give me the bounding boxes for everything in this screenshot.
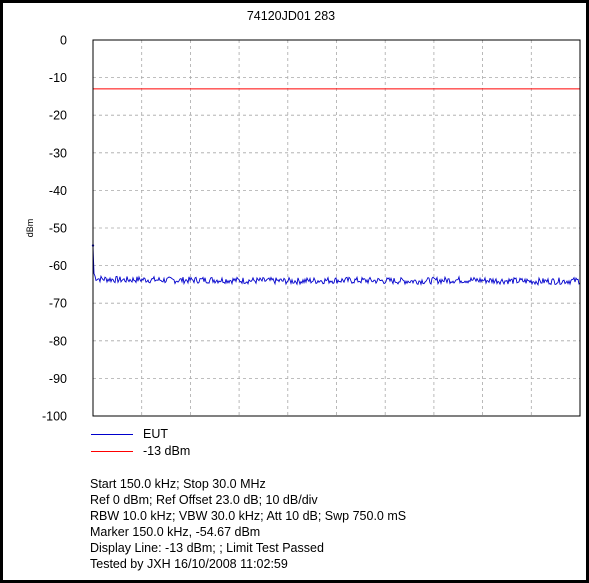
y-tick-label: -20 bbox=[49, 109, 67, 123]
plot-border bbox=[92, 39, 581, 417]
grid-lines bbox=[93, 40, 580, 416]
info-reference: Ref 0 dBm; Ref Offset 23.0 dB; 10 dB/div bbox=[90, 493, 318, 507]
y-axis-label: dBm bbox=[25, 219, 35, 238]
legend-swatch-eut bbox=[91, 433, 133, 435]
info-start-stop: Start 150.0 kHz; Stop 30.0 MHz bbox=[90, 477, 266, 491]
chart-title: 74120JD01 283 bbox=[247, 9, 335, 23]
chart-frame: 74120JD01 283 dBm 0 -10 -20 -30 -40 -50 -60 -70… bbox=[3, 3, 586, 580]
legend-swatch-limit bbox=[91, 450, 133, 452]
y-tick-label: -90 bbox=[49, 372, 67, 386]
info-tested-by: Tested by JXH 16/10/2008 11:02:59 bbox=[90, 557, 288, 571]
y-tick-label: -10 bbox=[49, 71, 67, 85]
legend-label-limit: -13 dBm bbox=[143, 444, 191, 458]
spectrum-chart: 74120JD01 283 dBm 0 -10 -20 -30 -40 -50 -60 -70… bbox=[25, 9, 581, 424]
y-tick-label: -40 bbox=[49, 184, 67, 198]
legend-label-eut: EUT bbox=[143, 427, 168, 441]
y-tick-labels: 0 -10 -20 -30 -40 -50 -60 -70 -80 -90 -100 bbox=[42, 34, 67, 424]
info-marker: Marker 150.0 kHz, -54.67 dBm bbox=[90, 525, 261, 539]
y-tick-label: -60 bbox=[49, 259, 67, 273]
info-bandwidth: RBW 10.0 kHz; VBW 30.0 kHz; Att 10 dB; S… bbox=[90, 509, 407, 523]
series-layer bbox=[91, 88, 581, 287]
y-tick-label: -50 bbox=[49, 222, 67, 236]
y-tick-label: -70 bbox=[49, 297, 67, 311]
series-line-eut bbox=[92, 245, 581, 287]
legend-item-eut: EUT bbox=[91, 426, 168, 442]
y-tick-label: -30 bbox=[49, 146, 67, 160]
y-tick-label: -100 bbox=[42, 410, 67, 424]
y-tick-label: 0 bbox=[60, 34, 67, 48]
legend-item-limit: -13 dBm bbox=[91, 443, 190, 459]
y-tick-label: -80 bbox=[49, 334, 67, 348]
info-display-line: Display Line: -13 dBm; ; Limit Test Pass… bbox=[90, 541, 324, 555]
